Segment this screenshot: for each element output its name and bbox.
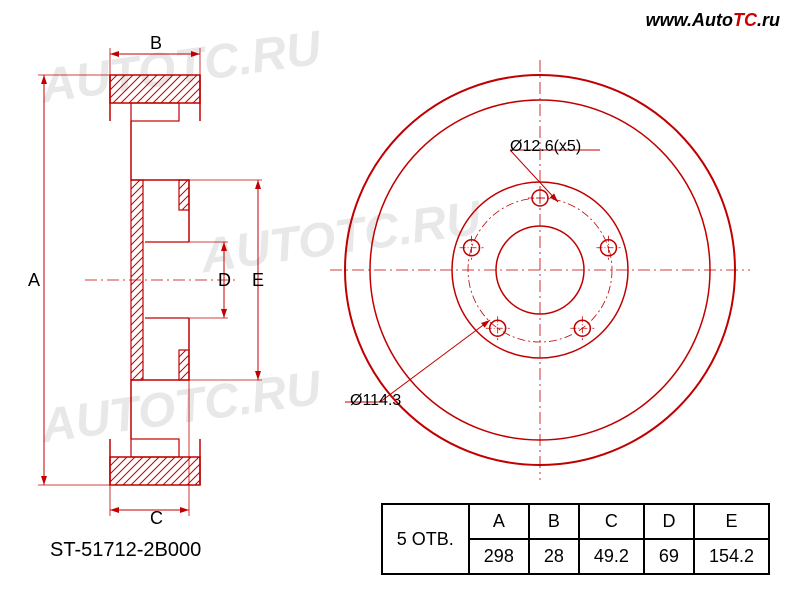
col-b: B xyxy=(529,504,579,539)
dim-letter-e: E xyxy=(252,270,264,291)
col-c: C xyxy=(579,504,644,539)
val-c: 49.2 xyxy=(579,539,644,574)
col-e: E xyxy=(694,504,769,539)
hole-count-cell: 5 ОТВ. xyxy=(382,504,469,574)
dim-letter-d: D xyxy=(218,270,231,291)
dimensions-table: 5 ОТВ. A B C D E 298 28 49.2 69 154.2 xyxy=(381,503,770,575)
dim-letter-a: A xyxy=(28,270,40,291)
dim-letter-b: B xyxy=(150,33,162,54)
val-b: 28 xyxy=(529,539,579,574)
pcd-label: Ø114.3 xyxy=(350,392,401,410)
source-url: www.AutoTC.ru xyxy=(646,10,780,31)
col-a: A xyxy=(469,504,529,539)
val-a: 298 xyxy=(469,539,529,574)
bolt-hole-label: Ø12.6(x5) xyxy=(510,138,581,156)
val-d: 69 xyxy=(644,539,694,574)
val-e: 154.2 xyxy=(694,539,769,574)
dim-letter-c: C xyxy=(150,508,163,529)
part-number: ST-51712-2B000 xyxy=(50,539,201,562)
col-d: D xyxy=(644,504,694,539)
